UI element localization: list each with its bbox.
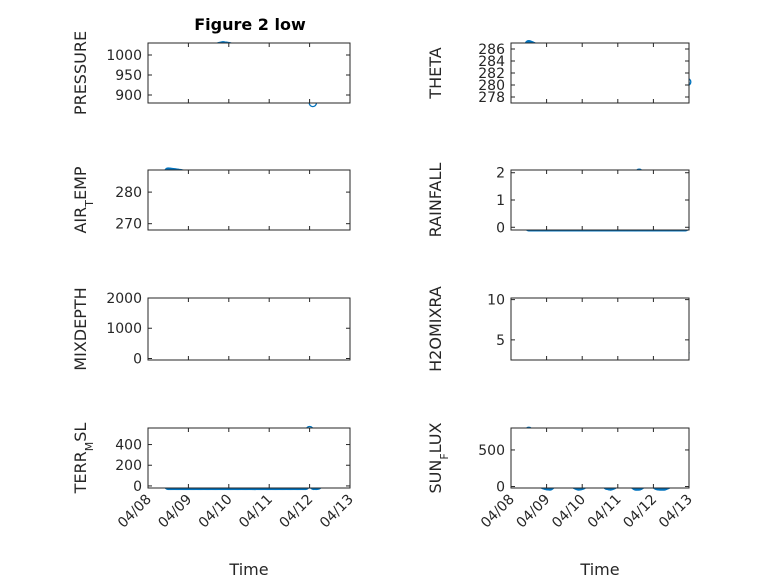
subplot-air_temp: 270 280 AIRTEMP [71,166,351,234]
x-tick-label: 04/12 [277,492,317,532]
x-tick-label: 04/10 [549,492,589,532]
figure-title: Figure 2 low [194,15,306,34]
subplot-mixdepth: 0 1000 2000 MIXDEPTH [71,287,351,371]
x-tick-label: 04/10 [196,492,236,532]
x-tick-label: 04/12 [620,492,660,532]
y-axis-label: SUNFLUX [426,422,451,493]
y-tick-label: 0 [496,220,505,236]
subplot-rainfall: 0 1 2 RAINFALL [426,163,690,238]
axes-frame [510,42,690,104]
y-tick-label: 286 [478,42,505,58]
y-tick-label: 284 [478,54,505,70]
x-axis-label: Time [579,560,619,579]
y-tick-label: 282 [478,66,505,82]
x-tick-label: 04/08 [115,492,155,532]
axes-frame [147,427,351,489]
y-tick-label: 278 [478,90,505,106]
axes-frame [510,427,690,489]
y-tick-label: 400 [115,438,142,454]
y-axis-label: H2OMIXRA [426,286,445,372]
y-axis-label: MIXDEPTH [71,287,90,370]
y-axis-label: AIRTEMP [71,166,96,233]
subplot-pressure: 900 950 1000 PRESSURE [71,31,351,115]
x-tick-label: 04/09 [514,492,554,532]
x-tick-label: 04/13 [317,492,357,532]
y-tick-label: 200 [115,458,142,474]
x-tick-label: 04/09 [155,492,195,532]
y-tick-label: 0 [133,479,142,495]
y-tick-label: 900 [115,88,142,104]
y-tick-label: 2 [496,166,505,182]
y-tick-label: 1 [496,193,505,209]
y-tick-label: 1000 [106,48,142,64]
y-tick-label: 0 [496,480,505,496]
y-tick-label: 5 [496,333,505,349]
x-tick-label: 04/13 [656,492,696,532]
y-axis-label: PRESSURE [71,31,90,115]
y-tick-label: 1000 [106,321,142,337]
y-tick-label: 2000 [106,291,142,307]
axes-frame [147,297,351,361]
subplot-terr_msl: 0 200 400 04/08 04/09 04/10 04/11 04/12 04/13 TER… [71,423,357,579]
x-tick-label: 04/11 [585,492,625,532]
x-tick-label: 04/11 [236,492,276,532]
y-tick-label: 500 [478,443,505,459]
x-axis-label: Time [228,560,268,579]
y-axis-label: TERRMSL [71,423,96,495]
subplot-h2omixra: 5 10 H2OMIXRA [426,286,690,372]
y-tick-label: 950 [115,68,142,84]
y-axis-label: RAINFALL [426,163,445,238]
y-tick-label: 270 [115,217,142,233]
y-axis-label: THETA [426,47,445,99]
axes-frame [147,42,351,104]
y-tick-label: 0 [133,351,142,367]
axes-frame [510,297,690,361]
x-tick-label: 04/08 [478,492,518,532]
axes-frame [147,169,351,231]
y-tick-label: 10 [487,293,505,309]
y-tick-label: 280 [478,78,505,94]
y-tick-label: 280 [115,185,142,201]
axes-frame [510,169,690,231]
